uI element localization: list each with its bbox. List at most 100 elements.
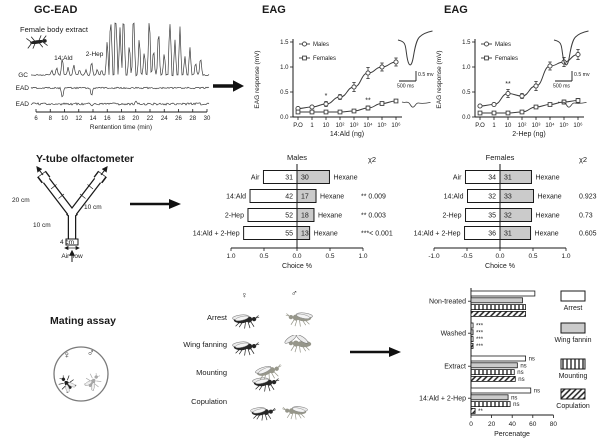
behavior-label-mounting: Mounting	[196, 368, 227, 377]
mating-category-label: Washed	[441, 331, 467, 338]
gc-x-tick: 14	[90, 116, 97, 122]
behavior-fly-illustrations	[232, 311, 313, 422]
eag-marker-female	[491, 110, 497, 116]
eag-y-tick: 0.5	[280, 90, 289, 96]
choice-hexane-label: Hexane	[320, 194, 344, 201]
mating-bar	[470, 394, 509, 401]
copulation-male-fly-icon	[281, 405, 308, 421]
eag-marker-female	[547, 102, 553, 107]
choice-bar-right	[296, 170, 330, 184]
male-fly-icon	[81, 369, 105, 394]
choice-hexane-label: Hexane	[318, 213, 342, 220]
arrow-right-icon	[350, 347, 401, 357]
choice-x-tick: 0.5	[325, 253, 334, 260]
choice-bar-right	[499, 208, 533, 222]
arena-female-symbol: ♀	[63, 350, 71, 361]
ead-trace-label: EAD	[16, 101, 30, 108]
mating-x-tick: 40	[509, 421, 517, 428]
eag-marker-male	[519, 93, 525, 99]
eag-y-tick: 0.5	[462, 90, 471, 96]
eag-marker-female	[393, 98, 399, 104]
choice-x-tick: 0.5	[259, 253, 268, 260]
choice-hexane-label: Hexane	[314, 231, 338, 238]
gcead-chart: 6 8 10 12 14 16 18 20 22 24 26 28 30 Rentention time …	[16, 22, 211, 131]
choice-hexane-label: Hexane	[535, 175, 559, 182]
eag-y-tick: 1.0	[462, 65, 471, 71]
eag-inset-male-trace	[397, 30, 433, 66]
choice-bar-right	[499, 170, 532, 184]
choice-stimulus-label: 14:Ald	[226, 194, 246, 201]
eag-y-tick: 0.0	[462, 115, 471, 121]
choice-right-count: 31	[504, 175, 512, 182]
mating-bar	[470, 376, 516, 382]
mating-significance: ns	[517, 370, 523, 376]
gc-x-tick: 22	[147, 116, 154, 122]
eag-x-tick: 10⁴	[363, 122, 373, 129]
gc-trace-label: GC	[18, 72, 28, 79]
eag-inset-female-trace	[401, 101, 431, 108]
mating-significance: ns	[520, 363, 526, 369]
female-fly-icon	[55, 371, 79, 396]
ytube-base-label: 4 cm	[60, 239, 75, 246]
mating-bar	[470, 355, 526, 362]
gc-x-tick: 30	[204, 116, 211, 122]
eag-x-tick: 1	[310, 123, 314, 129]
eag-x-tick: 10²	[518, 123, 527, 129]
choice-right-count: 32	[504, 213, 512, 220]
mating-x-tick: 80	[550, 421, 558, 428]
eag-marker-female	[309, 109, 315, 115]
eag-significance: **	[365, 98, 371, 105]
mounting-female-fly-icon	[252, 376, 280, 392]
eag-marker-female	[337, 109, 343, 115]
eag-marker-female	[365, 105, 371, 111]
eag-inset-scale-volt: 0.5 mv	[418, 72, 434, 78]
eag-x-tick: 10³	[350, 123, 359, 129]
mating-x-tick: 20	[488, 421, 496, 428]
choice-hexane-label: Hexane	[333, 175, 357, 182]
choice-title: Females	[486, 153, 515, 162]
eag-marker-female	[351, 108, 357, 114]
eag-y-tick: 1.5	[462, 40, 471, 46]
eag-marker-male	[351, 84, 357, 90]
gc-x-tick: 20	[132, 116, 139, 122]
choice-left-count: 36	[488, 231, 496, 238]
mating-significance: ns	[518, 377, 524, 383]
mating-significance: ns	[513, 402, 519, 408]
choice-left-count: 32	[488, 194, 496, 201]
eag-y-tick: 1.5	[280, 40, 289, 46]
eag-inset-scale-volt: 0.5 mv	[574, 72, 590, 78]
gc-x-tick: 16	[104, 116, 111, 122]
mating-legend-label: Wing fannin	[555, 337, 592, 344]
choice-chi2-header: χ2	[579, 155, 587, 164]
choice-right-count: 30	[301, 175, 309, 182]
ytube-right-arm-label: 10 cm	[84, 204, 102, 211]
choice-right-count: 17	[301, 194, 309, 201]
eag-significance: **	[505, 81, 511, 88]
gc-x-tick: 18	[118, 116, 125, 122]
eag-y-label: EAG response (mV)	[254, 50, 261, 108]
mating-bar	[470, 343, 474, 349]
choice-x-label: Choice %	[485, 263, 515, 270]
eag-x-tick: 10⁴	[545, 122, 555, 129]
gc-x-tick: 10	[61, 116, 68, 122]
mating-legend-label: Arrest	[564, 305, 583, 312]
gc-x-tick: 6	[34, 116, 38, 122]
mating-bar	[470, 408, 476, 414]
choice-x-tick: 0.5	[528, 253, 537, 260]
gc-trace	[31, 22, 210, 77]
mating-significance: ns	[511, 395, 517, 401]
choice-chi2-value: ** 0.003	[361, 213, 386, 220]
eag-y-label: EAG response (mV)	[436, 50, 443, 108]
arrow-right-icon	[130, 199, 181, 209]
mating-bar	[470, 297, 523, 304]
choice-chi2-value: 0.605	[579, 231, 597, 238]
choice-x-tick: 1.0	[226, 253, 235, 260]
choice-x-label: Choice %	[282, 263, 312, 270]
eag-marker-male	[309, 104, 315, 110]
behavior-label-copulation: Copulation	[191, 397, 227, 406]
choice-x-tick: 1.0	[358, 253, 367, 260]
eag-marker-male	[323, 101, 329, 107]
choice-stimulus-label: 2-Hep	[225, 213, 244, 220]
choice-chi2-value: ** 0.009	[361, 194, 386, 201]
eag-x-label: 14:Ald (ng)	[330, 131, 364, 138]
